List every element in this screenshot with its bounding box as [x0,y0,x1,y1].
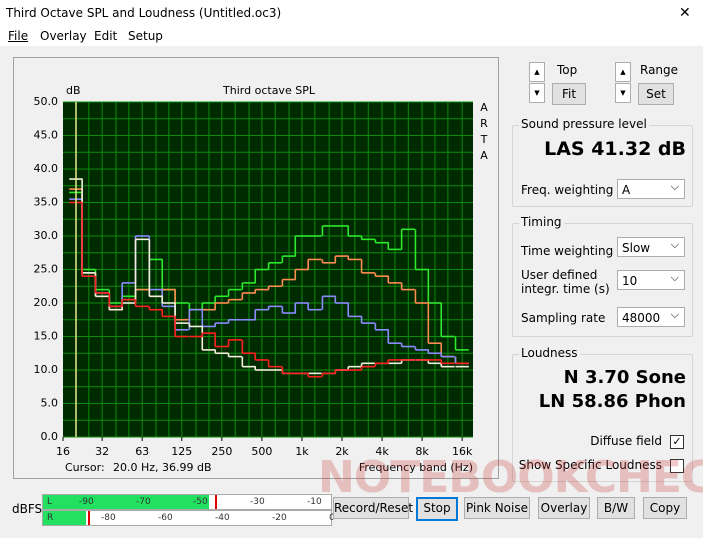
spin-down[interactable]: ▼ [615,83,631,103]
group-title: Sound pressure level [519,117,649,131]
menu-item[interactable]: Edit [94,29,118,43]
meter-scale-label: -20 [272,513,287,523]
set-button[interactable]: Set [638,83,674,105]
spin-down[interactable]: ▼ [529,83,545,103]
label: Range [640,63,679,77]
meter-scale-label: -50 [193,497,208,507]
meter-scale-label: R [47,513,54,523]
label: Time weighting [521,244,614,258]
group-title: Timing [519,215,564,229]
checkbox[interactable] [670,459,684,473]
meter-scale-label: -10 [307,497,322,507]
spl-group: Sound pressure level LAS 41.32 dB Freq. … [512,117,693,207]
label: Freq. weighting [521,183,614,197]
meter-scale-label: -30 [250,497,265,507]
x-tick-label: 250 [211,445,232,458]
loudness-n: N 3.70 Sone [563,367,686,388]
side-label: R [480,117,488,130]
close-button[interactable]: ✕ [679,5,691,21]
x-tick-label: 2k [335,445,349,458]
spin-up[interactable]: ▲ [615,62,631,82]
y-tick-label: 35.0 [34,196,59,209]
menu-item[interactable]: Setup [128,29,163,43]
window-title: Third Octave SPL and Loudness (Untitled.… [6,6,282,20]
dropdown[interactable]: Slow [617,235,685,257]
x-axis-label: Frequency band (Hz) [359,461,473,474]
button[interactable]: Pink Noise [464,497,530,519]
button[interactable]: B/W [597,497,635,519]
group-title: Loudness [519,346,580,360]
loudness-ln: LN 58.86 Phon [538,391,686,412]
side-label: A [480,101,488,114]
label: Sampling rate [521,311,606,325]
meter-scale-label: 0 [329,513,335,523]
side-label: A [480,149,488,162]
dropdown[interactable]: 48000 [617,305,685,327]
x-tick-label: 4k [375,445,389,458]
menu-item[interactable]: File [8,29,29,43]
button[interactable]: Overlay [538,497,590,519]
chart: dB Third octave SPL A R T A Frequency ba… [13,57,499,479]
checkbox[interactable]: ✓ [670,435,684,449]
label: Show Specific Loudness [518,458,662,472]
meter-scale-label: -90 [79,497,94,507]
meter-scale-label: L [47,497,53,507]
meter-scale-label: -70 [136,497,151,507]
label: Top [557,63,578,77]
spl-reading: LAS 41.32 dB [544,138,686,160]
y-tick-label: 20.0 [34,296,59,309]
y-tick-label: 40.0 [34,162,59,175]
meter-right: R -80 -60 -40 -20 0 [42,510,335,526]
y-tick-label: 15.0 [34,330,59,343]
x-tick-label: 16 [56,445,70,458]
dropdown[interactable]: A [617,177,685,199]
meter-peak [88,511,90,525]
meter-scale-label: -60 [158,513,173,523]
meter-label: dBFS [12,502,43,516]
meter-left: L -90 -70 -50 -30 -10 [42,494,332,510]
meter-scale-label: -40 [215,513,230,523]
fit-button[interactable]: Fit [552,83,586,105]
y-tick-label: 30.0 [34,229,59,242]
y-tick-label: 45.0 [34,129,59,142]
x-tick-label: 63 [135,445,149,458]
meter-peak [215,495,217,509]
x-tick-label: 16k [452,445,473,458]
menu-item[interactable]: Overlay [40,29,87,43]
spin-up[interactable]: ▲ [529,62,545,82]
meter-level [43,511,86,525]
meter-level [43,495,209,509]
meter-scale-label: -80 [101,513,116,523]
y-tick-label: 10.0 [34,363,59,376]
x-tick-label: 32 [95,445,109,458]
button[interactable]: Stop [416,497,458,521]
x-tick-label: 1k [295,445,309,458]
button[interactable]: Copy [643,497,687,519]
text-input[interactable]: 10 [617,268,685,290]
label: Diffuse field [590,434,662,448]
cursor-value: 20.0 Hz, 36.99 dB [113,461,212,474]
button[interactable]: Record/Reset [333,497,413,519]
y-tick-label: 5.0 [41,397,59,410]
y-axis-label: dB [66,84,81,97]
x-tick-label: 8k [415,445,429,458]
x-tick-label: 125 [171,445,192,458]
side-label: T [480,133,488,146]
y-tick-label: 50.0 [34,95,59,108]
menu-bar: File Overlay Edit Setup [0,28,703,46]
loudness-group: Loudness N 3.70 Sone LN 58.86 Phon Diffu… [512,346,693,482]
timing-group: Timing Time weighting Slow User defined … [512,215,693,337]
x-tick-label: 500 [251,445,272,458]
cursor-label: Cursor: [65,461,105,474]
label: User defined integr. time (s) [521,268,610,296]
y-tick-label: 0.0 [41,430,59,443]
y-tick-label: 25.0 [34,263,59,276]
title-bar: Third Octave SPL and Loudness (Untitled.… [0,0,703,28]
chart-title: Third octave SPL [222,84,316,97]
